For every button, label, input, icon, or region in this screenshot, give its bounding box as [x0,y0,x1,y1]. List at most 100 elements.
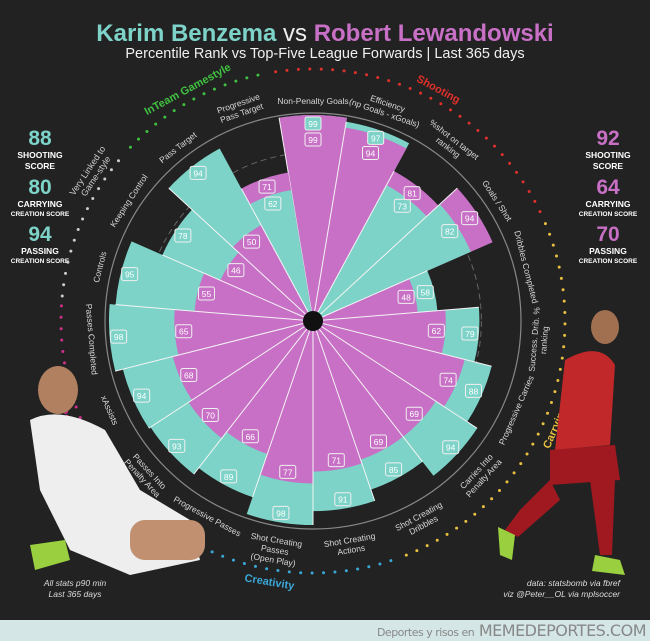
value-label-box [393,198,411,213]
player1-wedge [249,190,312,313]
slice-separator [168,187,306,315]
group-dot [245,76,249,80]
category-label: Non-Penalty Goals [277,96,348,106]
group-dot [296,67,300,71]
group-dot [365,73,369,77]
player2-wedge [322,278,418,321]
group-dot [223,83,227,87]
score-label: SHOOTING [585,150,631,160]
group-dot [91,197,95,201]
group-dot [536,432,540,436]
player2-wedge [321,323,465,407]
player2-passing-score: 70 PASSING CREATION SCORE [568,224,648,266]
group-dot [449,108,453,112]
group-dot [117,159,121,163]
value-label: 69 [410,409,420,419]
value-label-box [385,462,403,477]
slice-separator [162,254,305,318]
player2-shooting-score: 92 SHOOTING SCORE [568,128,648,172]
group-dot [192,97,196,101]
value-label-box [258,179,276,194]
value-label: 62 [268,199,278,209]
group-dot [548,232,552,236]
group-dot [562,345,566,349]
group-dot [464,519,468,523]
watermark-site: MEMEDEPORTES.COM [478,621,647,640]
category-label: Controls [91,250,108,283]
score-sub: CREATION SCORE [10,211,70,218]
group-dot [154,122,158,126]
group-dot [560,356,564,360]
group-dot [458,114,462,118]
group-dot [221,554,225,558]
value-label: 62 [432,326,442,336]
group-dot [61,350,65,354]
value-label-box [201,408,219,423]
group-dot [556,379,560,383]
group-dot [563,310,567,314]
value-label-box [461,211,479,226]
group-dot [59,304,63,308]
player2-wedge [279,114,347,312]
group-dot [109,168,113,172]
chart-title: Karim Benzema vs Robert Lewandowski [0,20,650,48]
value-label: 68 [184,370,194,380]
chart-subtitle: Percentile Rank vs Top-Five League Forwa… [125,46,525,62]
group-dot [344,569,348,573]
value-label: 97 [371,133,381,143]
group-dot [515,170,519,174]
value-label: 69 [374,437,384,447]
category-label: ProgressivePass Target [215,91,264,125]
center-hole [303,311,323,331]
group-dot [66,260,70,264]
group-dot [253,564,257,568]
group-dot [543,222,547,226]
player2-scores: 92 SHOOTING SCORE 64 CARRYING CREATION SCORE… [568,128,648,271]
score-sub: CREATION SCORE [578,211,638,218]
value-label-box [180,367,198,382]
slice-separator [321,270,428,318]
value-label: 94 [137,391,147,401]
group-dot [557,265,561,269]
value-label: 71 [262,182,272,192]
player1-carrying-score: 80 CARRYING CREATION SCORE [0,177,80,219]
value-label-box [174,228,192,243]
value-label-box [189,165,207,180]
value-label: 58 [421,288,431,298]
value-label-box [110,329,128,344]
value-label-box [220,469,238,484]
group-dot [322,571,326,575]
group-dot [256,73,260,77]
value-label-box [243,234,261,249]
value-label: 55 [202,289,212,299]
value-label-box [327,453,345,468]
group-dot [97,187,101,191]
value-label: 91 [338,495,348,505]
credits-note: data: statsbomb via fbref viz @Peter__OL… [470,578,620,600]
group-dot [563,322,567,326]
note-line: Last 365 days [48,589,102,599]
value-label-box [133,388,151,403]
group-dot [476,128,480,132]
value-label: 48 [401,292,411,302]
group-dot [497,488,501,492]
group-dot [319,67,323,71]
category-label: Pass Target [157,129,199,165]
group-dot [60,338,64,342]
value-label-box [197,286,215,301]
group-dot [559,276,563,280]
group-dot [389,559,393,563]
slice-separator [317,170,395,313]
player2-wedge [314,127,407,313]
value-label: 65 [179,327,189,337]
category-label: Shot CreatingActions [323,531,378,559]
group-dot [404,553,408,557]
group-dot [481,505,485,509]
value-label: 79 [465,329,475,339]
group-dot [202,92,206,96]
slice-separator [252,330,311,498]
value-label-box [272,505,290,520]
note-line: viz @Peter__OL via mplsoccer [503,589,620,599]
group-dot [527,189,531,193]
slice-separator [314,121,347,312]
